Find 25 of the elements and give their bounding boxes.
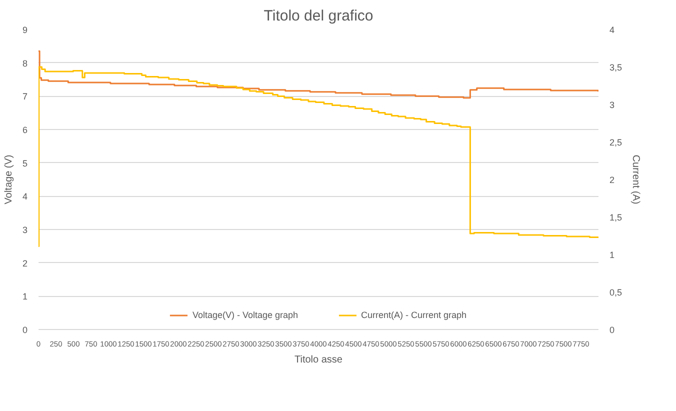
y-tick-label: 6	[22, 125, 28, 135]
y-tick-label: 1	[22, 292, 28, 302]
y-tick-label: 0	[22, 325, 28, 335]
y-tick-label: 2	[22, 258, 28, 268]
y2-tick-label: 4	[610, 25, 615, 35]
y-tick-label: 9	[22, 25, 28, 35]
y-tick-label: 4	[22, 192, 28, 202]
chart-title: Titolo del grafico	[264, 8, 374, 24]
y-tick-label: 3	[22, 225, 28, 235]
y2-axis-title: Current (A)	[630, 154, 642, 204]
y2-tick-label: 1	[610, 250, 615, 260]
y2-tick-label: 2	[610, 175, 615, 185]
legend-label: Current(A) - Current graph	[361, 310, 467, 320]
x-axis-title: Titolo asse	[294, 354, 343, 366]
y2-tick-label: 2,5	[610, 138, 622, 148]
y2-tick-label: 3,5	[610, 62, 622, 72]
y-tick-label: 7	[22, 92, 28, 102]
y2-tick-label: 0	[610, 325, 615, 335]
y-axis-title: Voltage (V)	[3, 154, 14, 204]
y2-tick-label: 1,5	[610, 212, 622, 222]
y2-tick-label: 3	[610, 100, 615, 110]
y-tick-label: 8	[22, 58, 28, 68]
y-tick-label: 5	[22, 158, 28, 168]
legend-label: Voltage(V) - Voltage graph	[192, 310, 298, 320]
y2-tick-label: 0,5	[610, 288, 622, 298]
